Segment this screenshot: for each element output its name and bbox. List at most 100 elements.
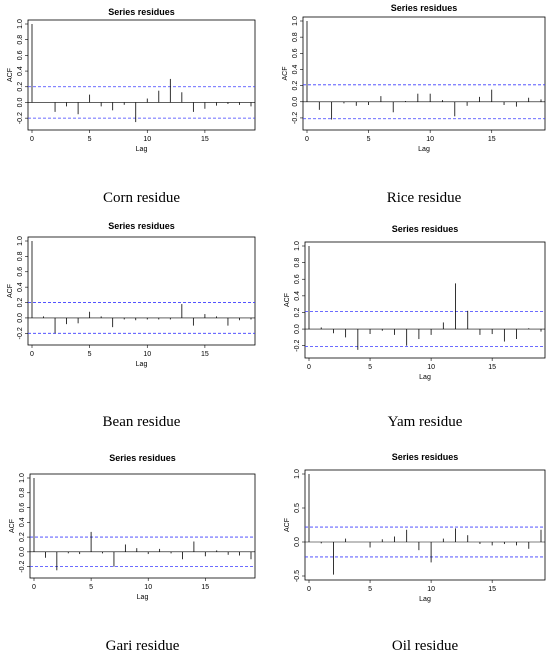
x-tick-label: 10 [426, 136, 434, 143]
x-tick-label: 15 [488, 136, 496, 143]
chart-title: Series residues [109, 453, 176, 463]
y-tick-label: -0.2 [17, 327, 24, 339]
y-tick-label: 0.8 [19, 488, 26, 498]
panel-caption: Gari residue [106, 638, 180, 654]
plot-frame [302, 16, 546, 131]
chart-title: Series residues [392, 224, 459, 234]
y-tick-label: 0.2 [19, 532, 26, 542]
y-tick-label: 0.4 [294, 291, 301, 301]
panel-caption: Bean residue [103, 414, 181, 430]
y-tick-label: 0.6 [17, 50, 24, 60]
chart-title: Series residues [391, 3, 458, 13]
x-tick-label: 10 [144, 584, 152, 591]
chart-panel: Series residues 0 5 10 15 -0.2 0.0 0.2 0.4 0.6 0.8… [282, 3, 546, 206]
y-tick-label: -0.2 [19, 560, 26, 572]
y-tick-label: 0.2 [17, 298, 24, 308]
x-tick-label: 10 [143, 136, 151, 143]
panel-caption: Rice residue [387, 190, 462, 206]
x-axis-label: Lag [418, 146, 430, 153]
x-tick-label: 10 [427, 586, 435, 593]
y-tick-label: 0.0 [17, 313, 24, 323]
y-tick-label: -0.2 [292, 112, 299, 124]
x-tick-label: 0 [32, 584, 36, 591]
plot-frame [27, 236, 256, 346]
y-tick-label: 1.0 [292, 16, 299, 26]
chart-title: Series residues [108, 221, 175, 231]
y-tick-label: 0.5 [294, 503, 301, 513]
y-tick-label: 1.0 [17, 236, 24, 246]
y-tick-label: 0.4 [17, 66, 24, 76]
x-tick-label: 10 [427, 364, 435, 371]
y-tick-label: -0.2 [17, 112, 24, 124]
x-tick-label: 0 [30, 136, 34, 143]
x-tick-label: 5 [368, 586, 372, 593]
y-axis-label: ACF [7, 68, 14, 82]
panel-caption: Yam residue [388, 414, 463, 430]
y-tick-label: 0.2 [292, 81, 299, 91]
x-axis-label: Lag [419, 596, 431, 603]
y-tick-label: 1.0 [294, 241, 301, 251]
y-tick-label: 1.0 [294, 469, 301, 479]
x-tick-label: 0 [307, 586, 311, 593]
y-tick-label: 0.4 [292, 64, 299, 74]
chart-title: Series residues [392, 452, 459, 462]
x-tick-label: 5 [368, 364, 372, 371]
x-tick-label: 10 [143, 351, 151, 358]
chart-panel: Series residues 0 5 10 15 -0.2 0.0 0.2 0.4 0.6 0.8… [9, 453, 256, 654]
y-tick-label: 0.8 [292, 32, 299, 42]
x-tick-label: 5 [88, 136, 92, 143]
y-tick-label: 0.0 [294, 324, 301, 334]
y-tick-label: 1.0 [17, 19, 24, 29]
plot-frame [29, 473, 256, 579]
y-tick-label: 0.0 [292, 97, 299, 107]
x-tick-label: 15 [201, 351, 209, 358]
plot-frame [27, 19, 256, 131]
y-tick-label: 0.0 [294, 537, 301, 547]
y-tick-label: 0.2 [294, 307, 301, 317]
y-tick-label: 0.8 [17, 251, 24, 261]
y-axis-label: ACF [284, 293, 291, 307]
chart-panel: Series residues 0 5 10 15 -0.2 0.0 0.2 0.4 0.6 0.8… [7, 7, 256, 206]
panel-caption: Corn residue [103, 190, 180, 206]
panel-caption: Oil residue [392, 638, 459, 654]
y-tick-label: 0.0 [19, 547, 26, 557]
y-axis-label: ACF [7, 284, 14, 298]
x-axis-label: Lag [136, 361, 148, 368]
plot-frame [304, 469, 546, 581]
y-tick-label: 0.4 [17, 282, 24, 292]
y-tick-label: 0.6 [17, 267, 24, 277]
x-axis-label: Lag [137, 594, 149, 601]
y-tick-label: -0.5 [294, 570, 301, 582]
y-tick-label: 0.2 [17, 82, 24, 92]
x-tick-label: 15 [488, 364, 496, 371]
x-tick-label: 0 [30, 351, 34, 358]
y-tick-label: 1.0 [19, 473, 26, 483]
y-tick-label: 0.6 [294, 274, 301, 284]
y-tick-label: 0.6 [19, 503, 26, 513]
chart-panel: Series residues 0 5 10 15 -0.5 0.0 0.5 1.0 Lag ACF… [284, 452, 546, 654]
x-tick-label: 5 [367, 136, 371, 143]
x-tick-label: 15 [488, 586, 496, 593]
y-axis-label: ACF [9, 519, 16, 533]
y-axis-label: ACF [284, 518, 291, 532]
chart-panel: Series residues 0 5 10 15 -0.2 0.0 0.2 0.4 0.6 0.8… [284, 224, 546, 430]
plot-frame [304, 241, 546, 359]
chart-title: Series residues [108, 7, 175, 17]
y-tick-label: 0.4 [19, 517, 26, 527]
y-tick-label: 0.8 [17, 35, 24, 45]
chart-panel: Series residues 0 5 10 15 -0.2 0.0 0.2 0.4 0.6 0.8… [7, 221, 256, 430]
y-tick-label: 0.6 [292, 48, 299, 58]
x-tick-label: 15 [201, 136, 209, 143]
x-axis-label: Lag [136, 146, 148, 153]
x-tick-label: 15 [201, 584, 209, 591]
x-tick-label: 5 [88, 351, 92, 358]
y-tick-label: 0.8 [294, 258, 301, 268]
y-tick-label: 0.0 [17, 97, 24, 107]
x-tick-label: 0 [307, 364, 311, 371]
x-tick-label: 0 [305, 136, 309, 143]
y-axis-label: ACF [282, 67, 289, 81]
x-tick-label: 5 [89, 584, 93, 591]
y-tick-label: -0.2 [294, 340, 301, 352]
x-axis-label: Lag [419, 374, 431, 381]
